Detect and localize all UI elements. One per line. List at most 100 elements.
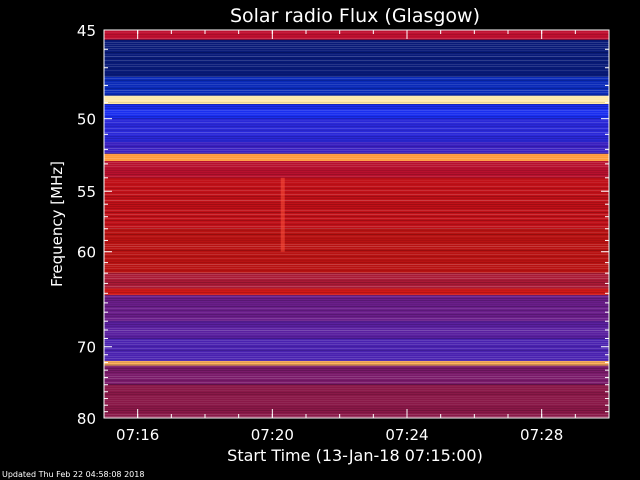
texture-streak <box>104 312 609 313</box>
texture-streak <box>104 306 609 307</box>
texture-streak <box>104 300 609 301</box>
plot-area <box>103 29 610 419</box>
texture-streak <box>104 82 609 83</box>
texture-streak <box>104 92 609 93</box>
texture-streak <box>104 192 609 193</box>
plot-frame <box>103 29 610 419</box>
texture-streak <box>104 48 609 49</box>
texture-streak <box>104 168 609 169</box>
texture-streak <box>104 376 609 377</box>
frequency-band <box>104 361 609 366</box>
y-tick-label: 70 <box>77 339 96 357</box>
texture-streak <box>104 244 609 245</box>
texture-streak <box>104 352 609 353</box>
frequency-bands <box>104 30 609 418</box>
texture-streak <box>104 200 609 201</box>
y-tick-label: 45 <box>77 22 96 40</box>
texture-streak <box>104 276 609 277</box>
x-tick-label: 07:28 <box>520 426 563 444</box>
frequency-band <box>104 104 609 119</box>
texture-streak <box>104 258 609 259</box>
texture-streak <box>104 132 609 133</box>
texture-streak <box>104 290 609 291</box>
texture-streak <box>104 314 609 315</box>
texture-streak <box>104 156 609 157</box>
texture-streak <box>104 406 609 407</box>
texture-streak <box>104 170 609 171</box>
texture-streak <box>104 262 609 263</box>
frequency-band <box>104 153 609 162</box>
texture-streak <box>104 296 609 297</box>
y-axis: 45 50 55 60 70 80 <box>77 22 609 428</box>
texture-streak <box>104 322 609 323</box>
texture-streak <box>104 318 609 319</box>
frequency-band <box>104 288 609 296</box>
texture-streak <box>104 364 609 365</box>
texture-streak <box>104 268 609 269</box>
texture-streak <box>104 202 609 203</box>
frequency-band <box>104 141 609 154</box>
texture-streak <box>104 204 609 205</box>
texture-streak <box>104 90 609 91</box>
texture-streak <box>104 242 609 243</box>
texture-streak <box>104 102 609 103</box>
texture-streak <box>104 224 609 225</box>
texture-streak <box>104 382 609 383</box>
texture-streak <box>104 398 609 399</box>
texture-streak <box>104 332 609 333</box>
texture-streak <box>104 58 609 59</box>
texture-streak <box>104 66 609 67</box>
texture-streak <box>104 326 609 327</box>
texture-layer <box>104 30 609 417</box>
texture-streak <box>104 86 609 87</box>
texture-streak <box>104 160 609 161</box>
texture-streak <box>104 266 609 267</box>
texture-streak <box>104 118 609 119</box>
texture-streak <box>104 394 609 395</box>
texture-streak <box>104 182 609 183</box>
texture-streak <box>104 162 609 163</box>
texture-streak <box>104 370 609 371</box>
frequency-band <box>104 321 609 339</box>
texture-streak <box>104 124 609 125</box>
texture-streak <box>104 152 609 153</box>
texture-streak <box>104 190 609 191</box>
texture-streak <box>104 172 609 173</box>
texture-streak <box>104 250 609 251</box>
texture-streak <box>104 138 609 139</box>
texture-streak <box>104 178 609 179</box>
texture-streak <box>104 122 609 123</box>
texture-streak <box>104 344 609 345</box>
texture-streak <box>104 56 609 57</box>
texture-streak <box>104 386 609 387</box>
x-tick-label: 07:16 <box>116 426 159 444</box>
texture-streak <box>104 34 609 35</box>
y-tick-label: 50 <box>77 111 96 129</box>
texture-streak <box>104 408 609 409</box>
texture-streak <box>104 256 609 257</box>
texture-streak <box>104 196 609 197</box>
texture-streak <box>104 74 609 75</box>
texture-streak <box>104 150 609 151</box>
texture-streak <box>104 120 609 121</box>
texture-streak <box>104 354 609 355</box>
texture-streak <box>104 304 609 305</box>
texture-streak <box>104 68 609 69</box>
texture-streak <box>104 366 609 367</box>
x-axis-label: Start Time (13-Jan-18 07:15:00) <box>227 446 483 465</box>
texture-streak <box>104 216 609 217</box>
texture-streak <box>104 146 609 147</box>
texture-streak <box>104 342 609 343</box>
texture-streak <box>104 42 609 43</box>
texture-streak <box>104 214 609 215</box>
texture-streak <box>104 274 609 275</box>
texture-streak <box>104 348 609 349</box>
texture-streak <box>104 238 609 239</box>
texture-streak <box>104 220 609 221</box>
texture-streak <box>104 316 609 317</box>
texture-streak <box>104 186 609 187</box>
frequency-band <box>104 118 609 142</box>
frequency-band <box>104 273 609 289</box>
texture-streak <box>104 228 609 229</box>
